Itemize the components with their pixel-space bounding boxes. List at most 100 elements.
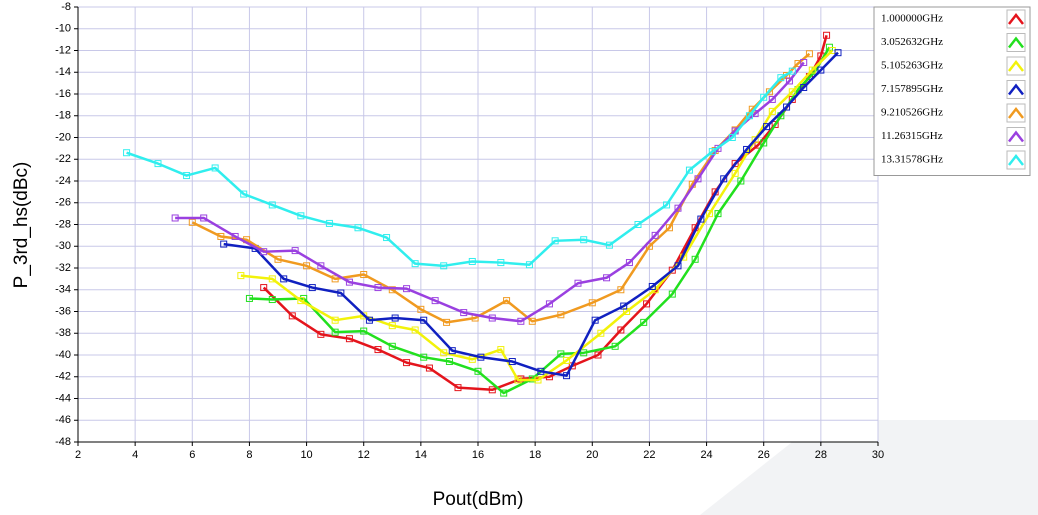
point-marker: [331, 275, 339, 283]
point-marker: [643, 300, 651, 308]
point-marker: [460, 309, 468, 317]
legend-swatch-box: [1006, 33, 1026, 52]
point-marker: [580, 236, 588, 244]
y-tick-label: -8: [61, 1, 71, 13]
legend-label: 3.052632GHz: [881, 36, 943, 48]
point-marker: [617, 326, 625, 334]
series-line: [249, 46, 831, 395]
point-marker: [448, 347, 456, 355]
point-marker: [417, 305, 425, 313]
point-marker: [783, 103, 791, 111]
point-marker: [217, 232, 225, 240]
y-tick-label: -18: [55, 110, 71, 122]
background-shape: [700, 420, 1038, 515]
point-marker: [617, 286, 625, 294]
point-marker: [443, 318, 451, 326]
point-marker: [291, 247, 299, 255]
point-marker: [808, 66, 816, 74]
legend-swatch: [1008, 12, 1024, 25]
y-tick-label: -24: [55, 175, 71, 187]
point-marker: [188, 218, 196, 226]
point-marker: [403, 285, 411, 293]
point-marker: [360, 271, 368, 279]
legend-swatch-box: [1006, 150, 1026, 170]
x-tick-label: 28: [815, 449, 827, 461]
legend-swatch: [1008, 106, 1024, 119]
point-marker: [817, 66, 825, 74]
point-marker: [765, 88, 773, 96]
point-marker: [685, 166, 693, 174]
point-marker: [240, 190, 248, 198]
point-marker: [488, 314, 496, 322]
x-tick-label: 8: [246, 449, 252, 461]
point-marker: [514, 376, 522, 384]
y-tick-label: -16: [55, 88, 71, 100]
point-marker: [388, 342, 396, 350]
point-marker: [785, 77, 793, 85]
point-marker: [245, 294, 253, 302]
point-marker: [634, 221, 642, 228]
point-marker: [354, 224, 362, 232]
legend-label: 11.26315GHz: [881, 130, 943, 142]
y-tick-label: -40: [55, 349, 71, 361]
point-marker: [440, 262, 448, 270]
legend-swatch: [1008, 153, 1024, 166]
x-tick-label: 30: [872, 449, 884, 461]
point-marker: [668, 266, 676, 274]
point-marker: [431, 297, 439, 305]
point-marker: [768, 107, 776, 115]
point-marker: [668, 290, 676, 298]
legend-swatch-box: [1006, 127, 1026, 146]
point-marker: [697, 215, 705, 223]
point-marker: [288, 312, 296, 320]
point-marker: [123, 149, 131, 157]
point-marker: [497, 346, 505, 354]
legend-swatch: [1008, 36, 1024, 49]
y-tick-label: -28: [55, 218, 71, 230]
point-marker: [411, 326, 419, 334]
point-marker: [440, 349, 448, 357]
point-marker: [477, 353, 485, 361]
x-tick-label: 20: [586, 449, 598, 461]
y-tick-label: -34: [55, 284, 71, 296]
point-marker: [268, 201, 276, 209]
point-marker: [260, 248, 268, 256]
point-marker: [768, 95, 776, 103]
point-marker: [720, 175, 728, 183]
x-tick-label: 10: [300, 449, 312, 461]
point-marker: [488, 386, 496, 394]
point-marker: [297, 212, 305, 220]
point-marker: [594, 351, 602, 359]
y-tick-label: -22: [55, 153, 71, 165]
point-marker: [454, 384, 462, 392]
point-marker: [308, 284, 316, 292]
point-marker: [274, 255, 282, 263]
point-marker: [800, 58, 808, 66]
y-tick-label: -30: [55, 240, 71, 252]
point-marker: [231, 232, 239, 240]
legend-swatch-box: [1006, 56, 1026, 76]
y-tick-label: -38: [55, 327, 71, 339]
point-marker: [580, 349, 588, 357]
point-marker: [603, 274, 611, 282]
point-marker: [517, 317, 525, 325]
point-marker: [325, 219, 333, 227]
point-marker: [345, 278, 353, 286]
point-marker: [751, 136, 759, 144]
point-marker: [708, 148, 716, 156]
point-marker: [563, 372, 571, 380]
point-marker: [268, 296, 276, 304]
point-marker: [805, 50, 813, 58]
point-marker: [220, 240, 228, 248]
point-marker: [674, 262, 682, 270]
point-marker: [737, 177, 745, 185]
point-marker: [317, 330, 325, 338]
y-tick-label: -42: [55, 371, 71, 383]
point-marker: [557, 311, 565, 319]
point-marker: [620, 302, 628, 310]
y-tick-label: -10: [55, 23, 71, 35]
point-marker: [200, 214, 208, 222]
point-marker: [183, 172, 191, 180]
x-tick-label: 26: [758, 449, 770, 461]
point-marker: [297, 297, 305, 305]
